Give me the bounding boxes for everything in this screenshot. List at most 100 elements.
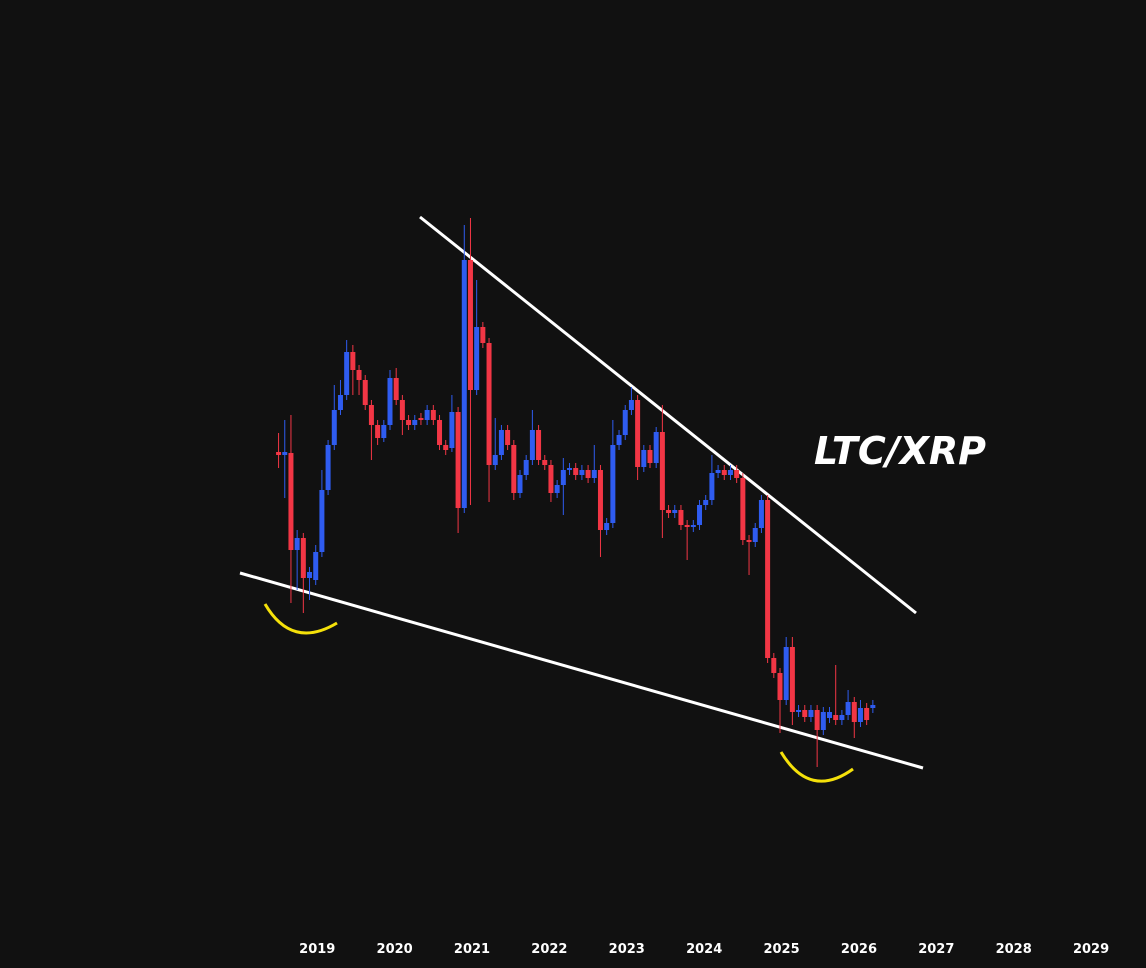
candle-body (331, 410, 337, 445)
candle-body (864, 708, 870, 720)
candle-body (393, 378, 399, 400)
candle-body (715, 470, 721, 473)
candle-body (406, 420, 412, 425)
candle-body (474, 327, 480, 390)
candle-body (647, 450, 653, 463)
candle-body (814, 710, 820, 730)
candle-body (684, 525, 690, 527)
candle-body (375, 425, 381, 438)
candle-body (622, 410, 628, 435)
candle-body (709, 473, 715, 500)
candle-body (529, 430, 535, 460)
candle-body (851, 702, 857, 722)
candle-body (857, 708, 863, 722)
candle-body (319, 490, 325, 552)
candle-body (560, 470, 566, 485)
candle-body (430, 410, 436, 420)
x-tick-label: 2021 (454, 942, 490, 957)
candle-body (362, 380, 368, 405)
candle-body (740, 478, 746, 540)
candle-body (703, 500, 709, 505)
x-tick-label: 2023 (609, 942, 645, 957)
candle-body (399, 400, 405, 420)
candle-body (573, 468, 579, 475)
candle-body (536, 430, 542, 460)
candle-body (672, 510, 678, 513)
candle-body (567, 468, 573, 470)
candle-body (820, 712, 826, 730)
candle-body (344, 352, 350, 395)
bottom-arc (779, 751, 854, 783)
candle-body (789, 647, 795, 712)
candle-body (610, 445, 616, 523)
x-tick-label: 2022 (531, 942, 567, 957)
candle-body (727, 470, 733, 475)
candle-body (585, 470, 591, 478)
x-tick-label: 2026 (841, 942, 877, 957)
candle-body (758, 500, 764, 528)
x-tick-label: 2020 (377, 942, 413, 957)
candle-body (418, 418, 424, 420)
candle-body (517, 475, 523, 493)
candle-body (443, 445, 449, 450)
candle-body (659, 432, 665, 510)
candle-body (325, 445, 331, 490)
x-tick-label: 2029 (1073, 942, 1109, 957)
candle-body (424, 410, 430, 420)
candle-body (276, 452, 282, 455)
candle-body (300, 538, 306, 578)
candle-body (449, 412, 455, 448)
candle-body (690, 525, 696, 527)
candle-body (455, 412, 461, 508)
candle-body (833, 715, 839, 720)
candle-body (641, 450, 647, 467)
candle-body (628, 400, 634, 410)
candle-body (548, 465, 554, 493)
candle-body (635, 400, 641, 467)
candle-body (505, 430, 511, 445)
bottom-arc (263, 603, 338, 635)
candle-body (467, 260, 473, 390)
candle-body (313, 552, 319, 580)
candle-body (597, 470, 603, 530)
x-tick-label: 2028 (996, 942, 1032, 957)
candle-body (616, 435, 622, 445)
candle-body (734, 470, 740, 478)
pair-label: LTC/XRP (814, 429, 986, 473)
lower-trendline (239, 571, 924, 770)
candle-body (387, 378, 393, 425)
candle-body (356, 370, 362, 380)
candle-body (486, 343, 492, 465)
candle-body (307, 572, 313, 578)
candle-body (796, 710, 802, 712)
candle-body (554, 485, 560, 493)
candle-body (771, 658, 777, 673)
candle-body (870, 705, 876, 708)
candle-body (839, 715, 845, 720)
candle-body (381, 425, 387, 438)
candle-body (282, 452, 288, 455)
candle-body (666, 510, 672, 513)
x-tick-label: 2025 (763, 942, 799, 957)
candle-body (492, 455, 498, 465)
candle-body (653, 432, 659, 463)
candle-body (480, 327, 486, 343)
candle-body (412, 420, 418, 425)
candle-body (827, 712, 833, 718)
candle-body (337, 395, 343, 410)
x-tick-label: 2019 (299, 942, 335, 957)
candle-body (783, 647, 789, 700)
candle-body (294, 538, 300, 550)
candle-body (591, 470, 597, 478)
candle-body (523, 460, 529, 475)
candle-body (511, 445, 517, 493)
candle-body (808, 710, 814, 717)
candle-body (437, 420, 443, 445)
candle-body (498, 430, 504, 455)
candle-body (845, 702, 851, 715)
candle-body (746, 540, 752, 542)
candle-body (721, 470, 727, 475)
candle-body (542, 460, 548, 465)
